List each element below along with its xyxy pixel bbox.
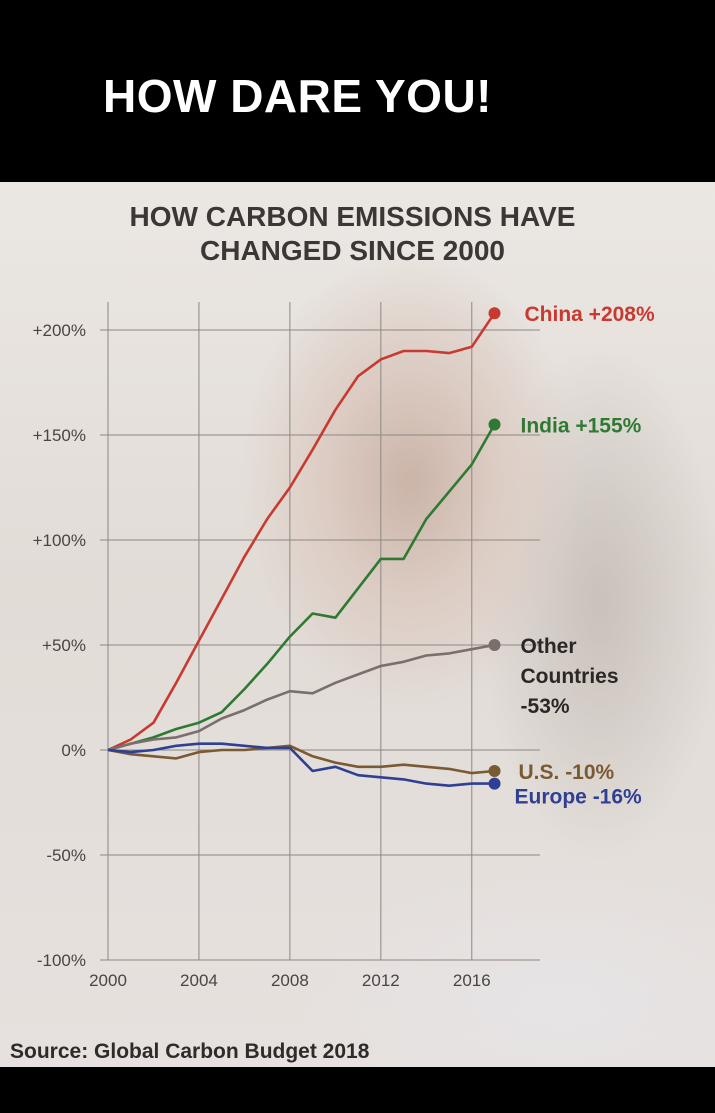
x-tick-label: 2000 [89,971,127,990]
banner-headline: HOW DARE YOU! [103,70,492,122]
series-line-europe [107,742,495,788]
y-tick-label: +200% [33,321,86,340]
chart-title-line-1: HOW CARBON EMISSIONS HAVE [129,201,576,232]
series-end-marker-india [488,418,501,431]
series-line-india [107,423,496,752]
series-label-other-countries: Other [521,635,577,658]
y-tick-label: -50% [46,846,86,865]
y-tick-label: +50% [42,636,86,655]
line-chart: +200% +150% +100% +50% 0% -50% -100%2000 2004 20… [33,302,655,990]
series-end-marker-u-s [488,765,501,777]
source-note: Source: Global Carbon Budget 2018 [10,1040,370,1063]
series-end-marker-other-countries [488,639,501,651]
chart-panel: HOW CARBON EMISSIONS HAVE CHANGED SINCE … [0,182,715,1067]
y-tick-label: 0% [61,741,86,760]
chart-title-line-2: CHANGED SINCE 2000 [200,235,505,266]
series-line-other-countries [107,643,495,752]
bottom-bar [0,1067,715,1113]
x-tick-label: 2008 [271,971,309,990]
series-line-u-s [107,744,495,775]
series-line-china [107,312,496,752]
y-tick-label: +150% [33,426,86,445]
top-banner: HOW DARE YOU! [0,0,715,182]
series-label-india: India +155% [521,415,642,438]
chart-title: HOW CARBON EMISSIONS HAVE CHANGED SINCE … [0,200,705,268]
series-end-marker-china [488,307,501,320]
y-tick-label: +100% [33,531,86,550]
series-end-marker-europe [488,777,501,790]
series-label-china: China +208% [525,303,655,326]
x-tick-label: 2004 [180,971,218,990]
x-tick-label: 2016 [453,971,491,990]
x-tick-label: 2012 [362,971,400,990]
series-label-other-countries: Countries [521,665,619,688]
series-label-europe: Europe -16% [515,786,643,809]
series-label-other-countries: -53% [521,695,570,718]
series-label-u-s: U.S. -10% [519,761,615,784]
y-tick-label: -100% [37,951,86,970]
